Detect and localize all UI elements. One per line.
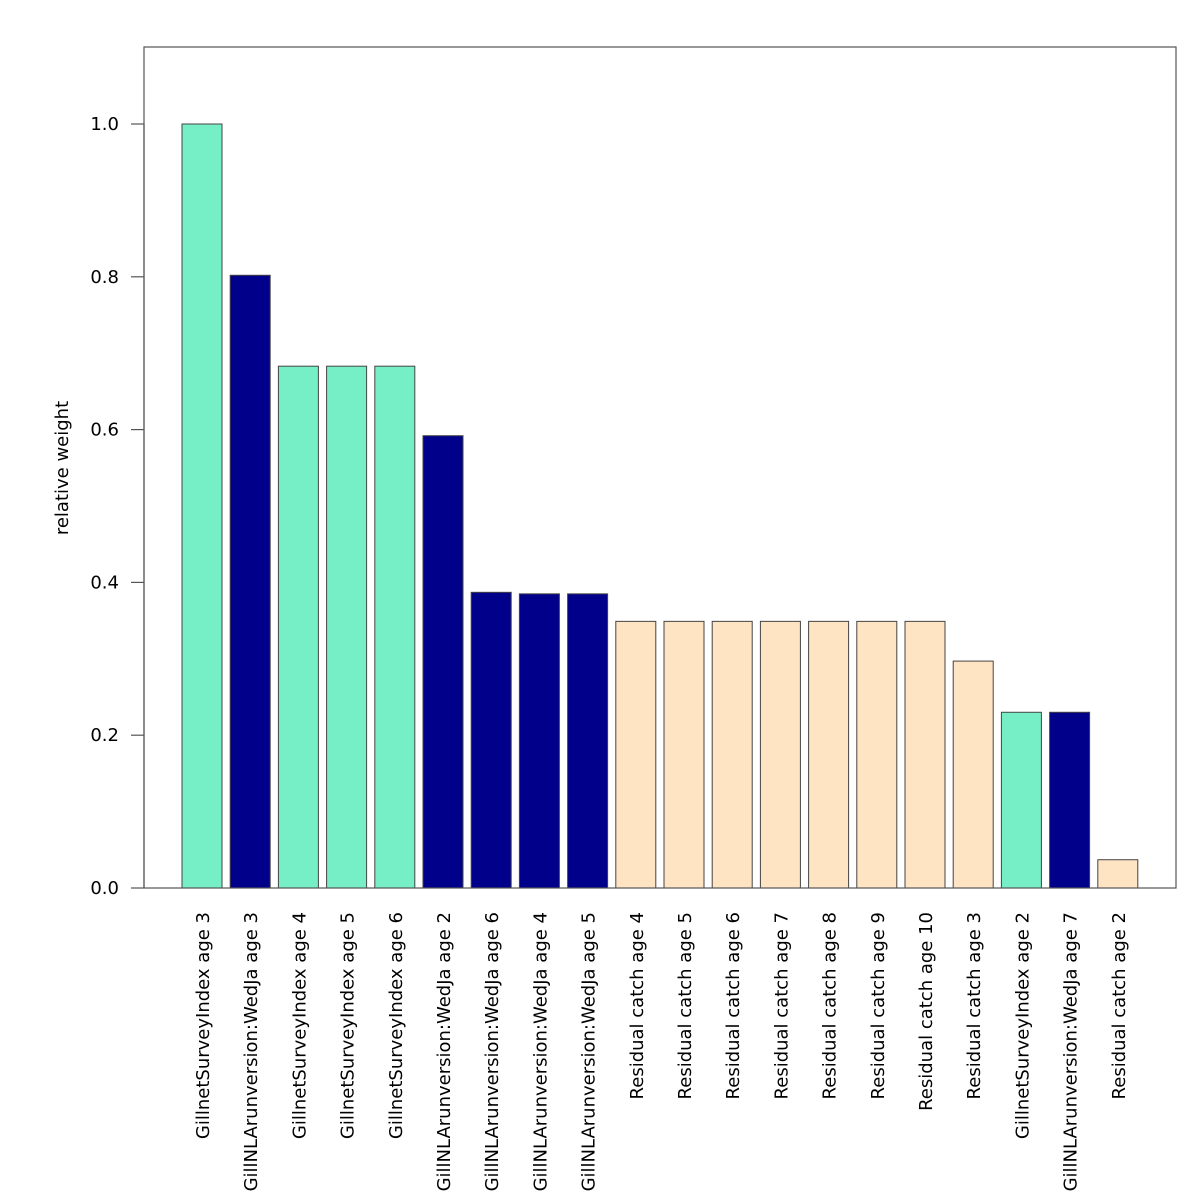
bar (711, 620, 753, 889)
bar (470, 591, 512, 889)
y-tick-label: 0.8 (90, 267, 119, 288)
bar (759, 620, 801, 889)
x-category-label: GillNLArunversion:WedJa age 5 (579, 912, 600, 1191)
y-axis-title: relative weight (52, 401, 73, 535)
x-category-label: Residual catch age 4 (627, 912, 648, 1099)
x-category-label: Residual catch age 8 (820, 912, 841, 1099)
bar (904, 620, 946, 889)
x-category-label: GillnetSurveyIndex age 6 (386, 912, 407, 1139)
y-tick-label: 1.0 (90, 114, 119, 135)
x-category-label: GillNLArunversion:WedJa age 2 (434, 912, 455, 1191)
x-category-label: Residual catch age 6 (723, 912, 744, 1099)
y-tick-label: 0.4 (90, 572, 119, 593)
bar (181, 123, 223, 889)
bar (615, 620, 657, 889)
x-category-label: GillnetSurveyIndex age 3 (193, 912, 214, 1139)
bar (277, 365, 319, 889)
x-category-label: GillNLArunversion:WedJa age 7 (1061, 912, 1082, 1191)
x-category-label: GillNLArunversion:WedJa age 3 (241, 912, 262, 1191)
bar (567, 593, 609, 889)
bar (518, 593, 560, 889)
bar (952, 660, 994, 889)
bars-group (181, 123, 1139, 889)
x-category-label: GillnetSurveyIndex age 5 (338, 912, 359, 1139)
bar (1097, 859, 1139, 889)
bar (1000, 711, 1042, 889)
y-axis: 0.0 0.2 0.4 0.6 0.8 1.0 (90, 114, 145, 899)
x-category-label: Residual catch age 5 (675, 912, 696, 1099)
bar (663, 620, 705, 889)
x-axis-labels: GillnetSurveyIndex age 3 GillNLArunversio… (193, 912, 1130, 1191)
y-tick-label: 0.6 (90, 420, 119, 441)
x-category-label: GillNLArunversion:WedJa age 4 (530, 912, 551, 1191)
bar (808, 620, 850, 889)
x-category-label: Residual catch age 3 (964, 912, 985, 1099)
y-tick-label: 0.0 (90, 878, 119, 899)
bar (374, 365, 416, 889)
bar (326, 365, 368, 889)
x-category-label: GillnetSurveyIndex age 4 (289, 912, 310, 1139)
bar (229, 274, 271, 889)
bar (422, 435, 464, 889)
x-category-label: Residual catch age 2 (1109, 912, 1130, 1099)
x-category-label: Residual catch age 7 (771, 912, 792, 1099)
bar (1049, 711, 1091, 889)
y-tick-label: 0.2 (90, 725, 119, 746)
x-category-label: Residual catch age 9 (868, 912, 889, 1099)
bar (856, 620, 898, 889)
x-category-label: GillnetSurveyIndex age 2 (1012, 912, 1033, 1139)
x-category-label: Residual catch age 10 (916, 912, 937, 1111)
x-category-label: GillNLArunversion:WedJa age 6 (482, 912, 503, 1191)
